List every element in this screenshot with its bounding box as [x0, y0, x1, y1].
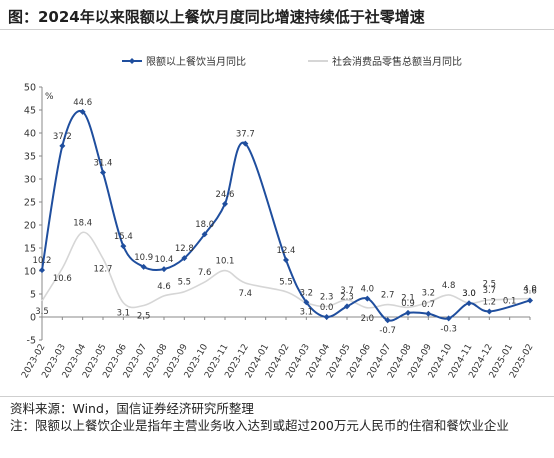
data-label-restaurant: 44.6 [73, 98, 92, 108]
y-tick-label: 25 [24, 198, 36, 209]
legend-marker-restaurant [129, 58, 135, 64]
line-chart: 限额以上餐饮当月同比 社会消费品零售总额当月同比% -5 0 5 10 15 20 25 30 35… [20, 55, 537, 380]
data-point-restaurant [140, 263, 147, 270]
data-label-retail: 10.1 [216, 257, 235, 267]
data-label-retail: 3.7 [340, 286, 354, 296]
legend-label-restaurant: 限额以上餐饮当月同比 [146, 55, 246, 68]
data-label-restaurant: -0.7 [379, 326, 396, 336]
data-label-restaurant: 3.6 [523, 286, 537, 296]
data-point-restaurant [59, 142, 66, 149]
data-label-retail: 7.4 [239, 289, 253, 299]
y-tick-label: 15 [24, 244, 36, 255]
data-label-retail: 4.0 [523, 285, 537, 295]
data-label-restaurant: 10.2 [33, 256, 52, 266]
series-line-retail [41, 231, 531, 309]
data-point-restaurant [384, 317, 391, 324]
data-point-restaurant [79, 108, 86, 115]
data-label-retail: 2.1 [401, 293, 415, 303]
y-tick-label: 5 [30, 290, 36, 301]
data-point-restaurant [303, 299, 310, 306]
y-tick-label: 20 [24, 221, 36, 232]
data-point-restaurant [161, 266, 167, 273]
source-note: 资料来源：Wind，国信证券经济研究所整理 [10, 401, 254, 416]
data-point-restaurant [201, 231, 208, 238]
data-label-extra: 0.1 [503, 297, 517, 307]
data-point-restaurant [405, 309, 411, 316]
data-label-retail: 3.2 [422, 288, 436, 298]
y-tick-label: 10 [24, 267, 36, 278]
data-label-retail: 5.5 [279, 278, 293, 288]
data-point-restaurant [527, 297, 533, 304]
data-label-restaurant: 0.0 [320, 303, 334, 313]
data-label-restaurant: 0.7 [422, 300, 436, 310]
data-point-restaurant [39, 267, 45, 274]
data-label-retail: 4.8 [442, 281, 456, 291]
definition-note: 注：限额以上餐饮企业是指年主营业务收入达到或超过200万元人民币的住宿和餐饮业企… [10, 418, 509, 433]
data-label-retail: 7.6 [198, 268, 212, 278]
data-label-retail: 3.7 [483, 286, 497, 296]
data-label-retail: 3.1 [300, 308, 314, 318]
data-label-restaurant: 10.9 [134, 253, 153, 263]
data-label-restaurant: 4.0 [361, 285, 375, 295]
data-point-restaurant [222, 200, 228, 207]
notes-divider [0, 396, 554, 397]
data-label-restaurant: 12.4 [277, 246, 296, 256]
y-tick-label: 0 [30, 313, 36, 324]
data-label-retail: 3.0 [462, 289, 476, 299]
data-label-retail: 3.1 [117, 309, 131, 319]
data-label-restaurant: 24.6 [216, 190, 235, 200]
data-point-restaurant [344, 303, 350, 310]
y-tick-label: -5 [27, 336, 36, 347]
data-label-restaurant: 15.4 [114, 232, 133, 242]
notes: 资料来源：Wind，国信证券经济研究所整理 注：限额以上餐饮企业是指年主营业务收… [10, 400, 546, 434]
data-label-retail: 2.3 [320, 292, 334, 302]
data-point-restaurant [445, 315, 452, 322]
data-label-restaurant: 0.9 [401, 299, 415, 309]
data-point-restaurant [283, 256, 289, 263]
data-label-retail: 5.5 [178, 278, 192, 288]
data-label-restaurant: 18.0 [195, 220, 214, 230]
data-point-restaurant [486, 308, 493, 315]
data-point-restaurant [425, 310, 432, 317]
data-label-retail: 2.0 [361, 314, 375, 324]
data-label-retail: 2.5 [137, 312, 151, 322]
data-label-retail: 2.7 [381, 291, 395, 301]
data-label-restaurant: -0.3 [440, 324, 457, 334]
y-axis-unit: % [45, 92, 54, 102]
data-point-restaurant [323, 314, 330, 320]
series-line-restaurant [41, 109, 531, 322]
y-tick-label: 45 [24, 106, 36, 117]
y-tick-label: 50 [24, 83, 36, 94]
data-label-restaurant: 2.3 [340, 292, 354, 302]
data-label-restaurant: 3.0 [462, 289, 476, 299]
data-label-retail: 4.6 [157, 282, 171, 292]
data-point-restaurant [364, 295, 371, 302]
data-label-retail: 3.5 [35, 307, 49, 317]
page-title: 图：2024年以来限额以上餐饮月度同比增速持续低于社零增速 [8, 8, 425, 26]
data-point-restaurant [100, 169, 106, 176]
data-point-restaurant [120, 243, 127, 250]
data-label-extra: 2.5 [483, 280, 497, 290]
data-label-retail: 10.6 [53, 274, 72, 284]
data-label-restaurant: 1.2 [483, 297, 497, 307]
y-tick-label: 40 [24, 129, 36, 140]
data-point-restaurant [242, 140, 249, 147]
data-label-restaurant: 37.7 [236, 130, 255, 140]
data-label-restaurant: 37.2 [53, 132, 72, 142]
data-label-retail: 18.4 [73, 218, 92, 228]
y-tick-label: 30 [24, 175, 36, 186]
data-label-restaurant: 10.4 [155, 255, 174, 265]
data-label-restaurant: 12.8 [175, 244, 194, 254]
data-label-restaurant: 3.2 [300, 288, 314, 298]
legend-label-retail: 社会消费品零售总额当月同比 [332, 55, 462, 68]
y-tick-label: 35 [24, 152, 36, 163]
data-label-retail: 12.7 [94, 265, 113, 275]
data-label-restaurant: 31.4 [94, 159, 113, 169]
title-divider [0, 29, 554, 30]
data-point-restaurant [466, 300, 472, 307]
data-point-restaurant [181, 255, 188, 262]
